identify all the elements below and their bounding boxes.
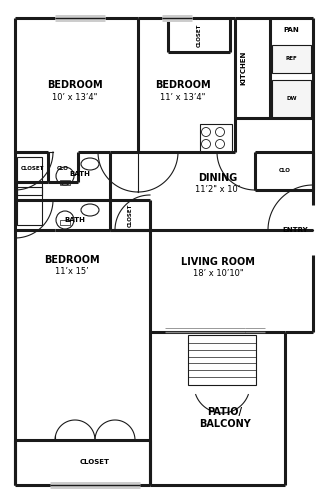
Text: CLOSET: CLOSET (196, 24, 202, 46)
Text: CLOSET: CLOSET (127, 204, 133, 227)
Text: CLO: CLO (279, 168, 291, 172)
Text: CLOSET: CLOSET (80, 460, 110, 466)
Bar (272, 80, 311, 118)
Bar (272, 45, 311, 73)
Text: BATH: BATH (70, 171, 90, 177)
Text: 10’ x 13’4": 10’ x 13’4" (52, 92, 98, 102)
Text: BEDROOM: BEDROOM (47, 80, 103, 90)
Bar (17, 157, 42, 195)
Text: 11’2" x 10’: 11’2" x 10’ (195, 186, 241, 194)
Text: REF: REF (286, 56, 297, 60)
Text: CLOSET: CLOSET (20, 166, 44, 170)
Bar (17, 187, 42, 225)
Text: BALCONY: BALCONY (199, 419, 251, 429)
Bar (60, 180, 70, 185)
Text: 18’ x 10’10": 18’ x 10’10" (193, 270, 243, 278)
Text: KITCHEN: KITCHEN (240, 51, 246, 85)
Text: PAN: PAN (283, 27, 299, 33)
Text: DINING: DINING (198, 173, 238, 183)
Bar (188, 335, 256, 385)
Bar (200, 124, 232, 152)
Text: LIVING ROOM: LIVING ROOM (181, 257, 255, 267)
Text: BATH: BATH (65, 217, 85, 223)
Text: PATIO/: PATIO/ (208, 407, 243, 417)
Text: CLO: CLO (57, 166, 69, 170)
Bar (60, 220, 70, 225)
Text: 11’ x 13’4": 11’ x 13’4" (160, 92, 206, 102)
Text: BEDROOM: BEDROOM (44, 255, 100, 265)
Text: DW: DW (286, 96, 297, 100)
Text: 11’x 15’: 11’x 15’ (55, 268, 89, 276)
Text: BEDROOM: BEDROOM (155, 80, 211, 90)
Text: ENTRY: ENTRY (282, 227, 308, 233)
